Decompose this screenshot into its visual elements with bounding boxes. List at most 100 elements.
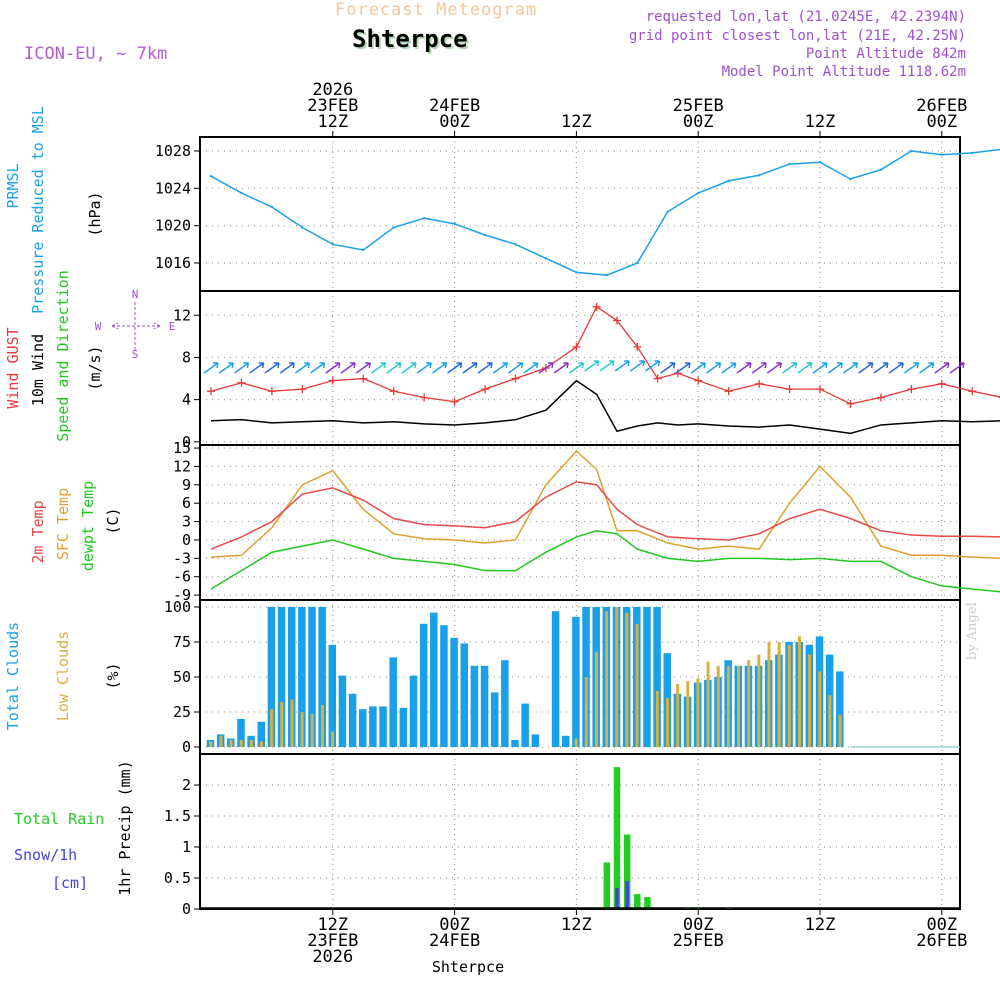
wind-direction-arrow (508, 362, 524, 374)
total-cloud-bar (287, 607, 296, 747)
low-cloud-bar (290, 699, 294, 747)
y-tick-label: 0 (182, 531, 191, 549)
point-altitude: Point Altitude 842m (805, 46, 966, 62)
wind-direction-arrow (903, 362, 920, 374)
wind-direction-arrow (873, 362, 889, 374)
snow-bar (615, 888, 619, 909)
time-label-top: 00Z (683, 112, 714, 132)
wind-direction-arrow (523, 362, 539, 374)
dewpt-line (210, 530, 1000, 593)
wind-direction-arrow (568, 362, 585, 374)
wind-direction-arrow (249, 362, 265, 374)
station-name: Shterpce (352, 25, 468, 53)
wind-direction-arrow (340, 362, 356, 374)
total-cloud-bar (531, 734, 540, 747)
y-tick-label: 4 (182, 391, 191, 409)
wind-gust-marker (846, 399, 855, 408)
cloud-ylabel: (%) (104, 662, 122, 689)
wind-direction-arrow (386, 362, 402, 374)
pressure-point (971, 151, 974, 155)
low-cloud-bar (726, 665, 730, 747)
model-label: ICON-EU, ~ 7km (24, 44, 168, 64)
wind-direction-arrow (462, 362, 478, 374)
time-label-top: 12Z (561, 112, 592, 132)
low-cloud-bar (229, 740, 233, 747)
footer-station-name: Shterpce (432, 958, 504, 976)
total-cloud-bar (511, 740, 519, 747)
low-cloud-bar (797, 636, 801, 747)
wind-gust-marker (420, 393, 429, 402)
cloud-ylabel: Low Clouds (54, 631, 72, 721)
wind-direction-arrow (766, 362, 783, 374)
low-cloud-bar (260, 741, 263, 747)
temp-ylabel: dewpt Temp (79, 481, 97, 571)
pressure-point (879, 168, 883, 171)
low-cloud-bar (320, 705, 324, 747)
pressure-point (209, 175, 213, 178)
wind-ylabel: (m/s) (86, 345, 104, 390)
wind-gust-marker (359, 374, 368, 383)
total-cloud-bar (338, 675, 347, 747)
total-cloud-bar (257, 721, 265, 747)
time-label-bottom: 26FEB (916, 931, 967, 951)
pressure-point (788, 162, 791, 166)
total-cloud-bar (237, 719, 245, 747)
cloud-ylabel: Total Clouds (4, 622, 22, 730)
low-cloud-bar (808, 654, 812, 747)
total-cloud-bar (298, 607, 306, 747)
low-cloud-bar (686, 681, 690, 747)
wind-ylabel: Wind GUST (4, 327, 22, 408)
y-tick-label: 75 (173, 633, 191, 651)
panel-frame (199, 136, 961, 292)
wind-direction-arrow (660, 362, 676, 374)
pressure-point (757, 174, 761, 177)
wind-direction-arrow (645, 360, 661, 372)
wind-direction-arrow (629, 360, 645, 372)
requested-location: requested lon,lat (21.0245E, 42.2394N) (645, 9, 966, 25)
y-tick-label: 2 (182, 776, 191, 794)
time-label-top: 12Z (805, 112, 836, 132)
pressure-point (301, 226, 304, 229)
total-cloud-bar (480, 665, 489, 747)
wind-direction-arrow (599, 360, 615, 372)
pressure-point (575, 271, 578, 274)
wind-direction-arrow (812, 362, 828, 374)
total-cloud-bar (409, 675, 418, 747)
total-cloud-bar (430, 612, 438, 747)
time-label-bottom: 25FEB (673, 931, 724, 951)
total-cloud-bar (369, 706, 377, 747)
wind-gust-marker (816, 385, 824, 394)
wind-direction-arrow (827, 362, 843, 374)
wind-direction-arrow (492, 362, 508, 374)
wind-direction-arrow (888, 362, 904, 374)
total-cloud-bar (836, 671, 844, 747)
wind-direction-arrow (218, 362, 234, 374)
time-label-top: 2026 (312, 80, 353, 100)
y-tick-label: 100 (164, 598, 191, 616)
low-cloud-bar (757, 654, 761, 747)
wind-gust-marker (694, 376, 703, 385)
pressure-point (514, 243, 517, 246)
total-cloud-bar (328, 644, 337, 747)
y-tick-label: 1.5 (164, 807, 191, 825)
low-cloud-bar (747, 660, 751, 747)
sfc-temp-line (210, 450, 1000, 559)
pressure-point (240, 191, 243, 195)
grid-location: grid point closest lon,lat (21E, 42.25N) (628, 28, 966, 44)
wind-direction-arrow (431, 362, 448, 374)
time-label-bottom: 12Z (805, 915, 836, 935)
pressure-point (636, 261, 639, 265)
time-label-top: 12Z (317, 112, 348, 132)
total-cloud-bar (490, 692, 499, 747)
y-tick-label: -6 (173, 568, 191, 586)
wind-direction-arrow (584, 360, 600, 372)
pressure-point (544, 257, 548, 260)
wind-direction-arrow (279, 362, 295, 374)
wind-direction-arrow (538, 362, 554, 374)
time-label-bottom: 12Z (561, 915, 592, 935)
low-cloud-bar (209, 741, 213, 747)
time-label-top: 00Z (926, 112, 957, 132)
pressure-point (270, 205, 274, 209)
low-cloud-bar (300, 712, 304, 747)
